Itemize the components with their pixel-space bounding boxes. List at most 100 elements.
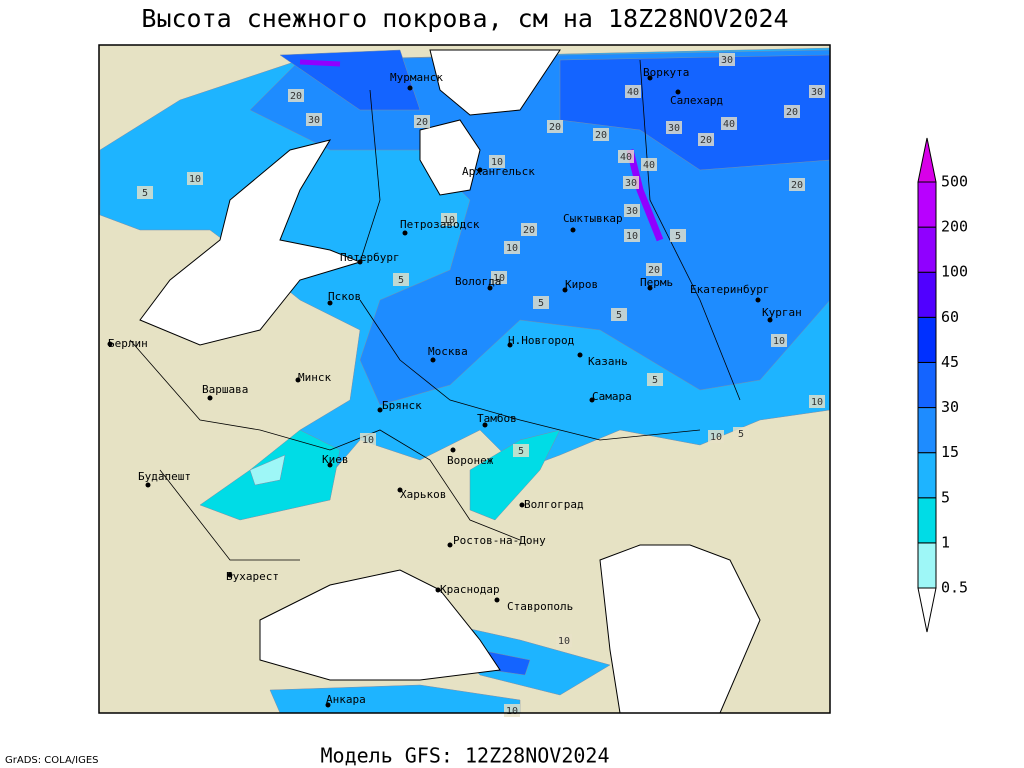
legend-label: 60 — [941, 308, 959, 326]
city-label: Екатеринбург — [690, 283, 769, 296]
city-label: Будапешт — [138, 470, 191, 483]
contour-label-box — [670, 229, 686, 242]
legend-label: 100 — [941, 263, 968, 281]
contour-label: 20 — [523, 225, 535, 236]
contour-label-box — [625, 85, 641, 98]
city-dot — [407, 85, 413, 91]
contour-label: 40 — [643, 160, 655, 171]
city-label: Петербург — [340, 251, 400, 264]
legend-label: 500 — [941, 173, 968, 191]
credit: GrADS: COLA/IGES — [5, 755, 99, 766]
city-dot — [577, 352, 583, 358]
contour-label: 20 — [549, 122, 561, 133]
model-footer: Модель GFS: 12Z28NOV2024 — [321, 744, 610, 768]
city-label: Курган — [762, 306, 802, 319]
sea — [139, 139, 362, 346]
city-dot — [327, 300, 333, 306]
contour-label: 20 — [648, 265, 660, 276]
contour-label-box — [719, 53, 735, 66]
contour-label-box — [647, 373, 663, 386]
contour-label-box — [611, 308, 627, 321]
border — [359, 89, 381, 263]
city-label: Вологда — [455, 275, 501, 288]
legend-swatch — [917, 181, 937, 228]
contour-label: 10 — [506, 243, 518, 254]
ural-snow — [626, 149, 664, 242]
legend-label: 5 — [941, 488, 950, 506]
contour-label: 10 — [506, 706, 518, 717]
contour-label-box — [784, 105, 800, 118]
city-label: Харьков — [400, 488, 446, 501]
contour-label-box — [521, 223, 537, 236]
contour-label: 10 — [189, 174, 201, 185]
contour-label: 30 — [668, 123, 680, 134]
legend-label: 1 — [941, 533, 950, 551]
legend-swatch — [917, 407, 937, 454]
contour-label: 30 — [625, 178, 637, 189]
ural-snow — [299, 59, 341, 67]
legend-low — [917, 587, 937, 633]
map-frame — [98, 44, 831, 714]
contour-label: 20 — [786, 107, 798, 118]
legend-swatch — [917, 452, 937, 499]
contour-label-box — [618, 150, 634, 163]
city-dot — [435, 587, 441, 593]
city-label: Воркута — [643, 66, 689, 79]
border — [129, 339, 521, 541]
contour-label: 5 — [652, 375, 658, 386]
sea — [429, 49, 561, 116]
contour-label-box — [306, 113, 322, 126]
city-dot — [402, 230, 408, 236]
city-label: Салехард — [670, 94, 723, 107]
contour-label-box — [721, 117, 737, 130]
contour-label-box — [137, 186, 153, 199]
contour-label: 30 — [721, 55, 733, 66]
city-label: Самара — [592, 390, 632, 403]
city-dot — [647, 75, 653, 81]
city-label: Бухарест — [226, 570, 279, 583]
city-dot — [589, 397, 595, 403]
contour-label-box — [593, 128, 609, 141]
city-label: Минск — [298, 371, 331, 384]
map-title: Высота снежного покрова, см на 18Z28NOV2… — [141, 4, 788, 33]
contour-label: 20 — [290, 91, 302, 102]
city-dot — [647, 285, 653, 291]
contour-label-box — [646, 263, 662, 276]
city-label: Пермь — [640, 276, 673, 289]
city-dot — [207, 395, 213, 401]
city-dot — [227, 572, 233, 578]
city-dot — [507, 342, 513, 348]
legend-swatch — [917, 316, 937, 363]
contour-label-box — [187, 172, 203, 185]
contour-label: 20 — [700, 135, 712, 146]
city-dot — [447, 542, 453, 548]
legend-label: 45 — [941, 353, 959, 371]
snow-area — [249, 454, 286, 486]
sea — [419, 119, 481, 196]
contour-label: 30 — [811, 87, 823, 98]
contour-label-box — [809, 395, 825, 408]
contour-label-box — [489, 155, 505, 168]
contour-label-box — [288, 89, 304, 102]
legend-swatch — [917, 497, 937, 544]
contour-label-box — [393, 273, 409, 286]
contour-label-box — [809, 85, 825, 98]
city-label: Мурманск — [390, 71, 443, 84]
contour-label: 30 — [626, 206, 638, 217]
contour-label: 10 — [558, 636, 570, 647]
city-dot — [570, 227, 576, 233]
contour-label-box — [360, 433, 376, 446]
contour-label-box — [641, 158, 657, 171]
contour-label: 5 — [518, 446, 524, 457]
legend-label: 200 — [941, 218, 968, 236]
city-dot — [430, 357, 436, 363]
city-label: Варшава — [202, 383, 248, 396]
contour-label: 20 — [791, 180, 803, 191]
legend-swatch — [917, 226, 937, 273]
city-dot — [377, 407, 383, 413]
contour-label: 5 — [675, 231, 681, 242]
contour-label: 10 — [773, 336, 785, 347]
city-label: Берлин — [108, 337, 148, 350]
